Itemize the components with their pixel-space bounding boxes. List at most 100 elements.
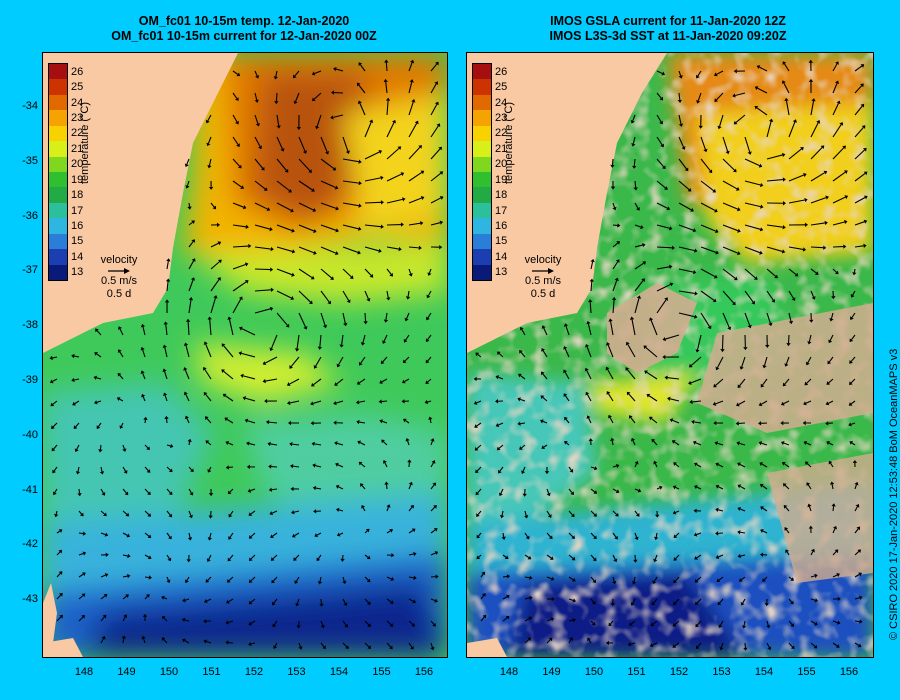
current-arrow — [78, 532, 84, 535]
current-arrow-head — [524, 515, 529, 519]
current-arrow — [720, 642, 724, 648]
current-arrow-head — [414, 120, 419, 125]
current-arrow — [272, 576, 278, 582]
current-arrow — [228, 620, 234, 623]
current-arrow — [627, 344, 636, 358]
current-arrow-head — [570, 513, 575, 518]
current-arrow-head — [81, 614, 85, 619]
current-arrow — [56, 616, 62, 622]
longitude-tick-label: 148 — [74, 666, 94, 678]
current-arrow — [298, 642, 301, 648]
model-temperature-map[interactable]: 26 25 24 23 22 21 20 19 18 17 16 15 14 13 temperature … — [42, 52, 448, 658]
current-arrow-head — [336, 363, 341, 368]
current-arrow — [56, 551, 61, 556]
current-arrow — [675, 532, 680, 537]
current-arrow — [78, 616, 84, 622]
velocity-speed: 0.5 m/s — [100, 275, 138, 287]
temperature-colorbar: 26 25 24 23 22 21 20 19 18 17 16 15 14 13 temperature … — [472, 63, 515, 281]
current-arrow — [478, 532, 482, 537]
current-arrow-head — [720, 349, 725, 353]
current-arrow — [245, 397, 256, 402]
current-arrow — [241, 328, 256, 336]
current-arrow-head — [330, 115, 334, 120]
current-arrow-head — [418, 245, 422, 251]
current-arrow-head — [475, 352, 480, 357]
velocity-legend-label: velocity — [524, 254, 562, 266]
current-arrow-head — [759, 250, 763, 255]
current-arrow — [122, 466, 126, 472]
current-arrow — [386, 290, 389, 298]
current-arrow — [247, 420, 256, 424]
current-arrow — [427, 378, 432, 383]
current-arrow-head — [224, 417, 229, 422]
current-arrow — [678, 158, 687, 170]
current-arrow-head — [541, 325, 546, 329]
current-arrow — [854, 528, 859, 534]
current-arrow — [293, 510, 300, 513]
current-arrow-head — [843, 170, 848, 174]
current-arrow — [744, 180, 761, 186]
current-arrow-head — [288, 420, 292, 426]
current-arrow-head — [753, 276, 758, 280]
current-arrow — [697, 642, 702, 648]
current-arrow-head — [780, 401, 785, 406]
current-arrow — [480, 573, 484, 578]
current-arrow — [268, 421, 278, 424]
current-arrow-head — [785, 549, 789, 554]
current-arrow-head — [743, 347, 748, 351]
current-arrow — [408, 246, 419, 249]
current-arrow — [122, 532, 128, 536]
current-arrow — [166, 488, 171, 494]
current-arrow-head — [270, 267, 274, 272]
current-arrow-head — [52, 491, 57, 496]
current-arrow-head — [379, 379, 383, 384]
current-arrow-head — [800, 147, 804, 151]
current-arrow — [276, 136, 283, 150]
current-arrow — [744, 312, 751, 326]
latitude-tick-label: -39 — [22, 374, 38, 386]
current-arrow — [163, 639, 168, 644]
current-arrow — [210, 202, 215, 208]
current-arrow-head — [289, 365, 293, 369]
current-arrow — [828, 356, 834, 363]
current-arrow — [427, 290, 432, 296]
current-arrow-head — [147, 491, 151, 496]
current-arrow-head — [760, 383, 765, 388]
current-arrow — [338, 356, 344, 365]
current-arrow — [386, 173, 402, 182]
current-arrow — [56, 573, 61, 578]
current-arrow — [188, 241, 194, 248]
current-arrow-head — [714, 98, 719, 102]
current-arrow-head — [593, 466, 598, 471]
right-title-line1: IMOS GSLA current for 11-Jan-2020 12Z — [550, 14, 786, 28]
current-arrow-head — [228, 535, 232, 540]
current-arrow — [404, 356, 410, 362]
current-arrow-head — [735, 186, 740, 191]
current-arrow-head — [475, 469, 479, 474]
latitude-tick-label: -35 — [22, 154, 38, 167]
current-arrow-head — [855, 503, 860, 508]
current-arrows — [473, 59, 868, 651]
colorbar-swatch — [473, 94, 491, 111]
current-arrow — [678, 268, 694, 273]
current-arrow-head — [474, 424, 478, 428]
current-arrow — [832, 268, 837, 273]
current-arrow-head — [119, 425, 124, 429]
observed-sst-map[interactable]: 26 25 24 23 22 21 20 19 18 17 16 15 14 13 temperature … — [466, 52, 874, 658]
current-arrow-head — [672, 622, 677, 627]
current-arrow-head — [525, 535, 530, 540]
current-arrow-head — [101, 492, 106, 496]
current-arrow — [364, 642, 370, 648]
colorbar-label: 21 — [71, 142, 84, 155]
current-arrow — [656, 266, 670, 270]
longitude-tick-label: 150 — [159, 666, 179, 678]
current-arrow — [381, 400, 388, 403]
current-arrow — [609, 417, 614, 424]
current-arrow — [430, 440, 433, 446]
current-arrow — [650, 319, 658, 336]
current-arrow-head — [360, 342, 366, 346]
current-arrow — [590, 554, 595, 560]
current-arrow-head — [360, 483, 364, 487]
current-arrow-head — [713, 420, 717, 426]
current-arrow — [766, 178, 783, 182]
